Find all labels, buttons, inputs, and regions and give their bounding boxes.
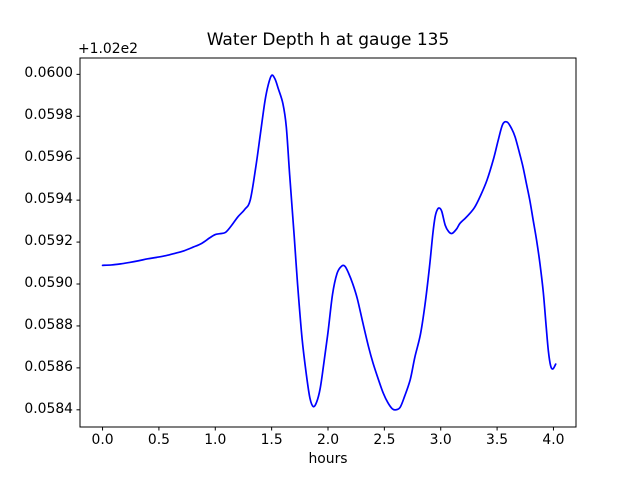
y-tick-label: 0.0594 xyxy=(24,191,73,208)
x-axis-label: hours xyxy=(308,451,348,467)
x-tick-label: 2.5 xyxy=(373,431,396,448)
y-tick-label: 0.0590 xyxy=(24,275,73,292)
y-tick-label: 0.0588 xyxy=(24,316,73,333)
axes-box xyxy=(79,57,577,428)
x-tick-label: 0.0 xyxy=(91,431,114,448)
y-tick-label: 0.0586 xyxy=(24,358,73,375)
x-tick-label: 3.5 xyxy=(486,431,509,448)
x-tick-label: 1.0 xyxy=(204,431,227,448)
y-tick-label: 0.0592 xyxy=(24,233,73,250)
x-tick-label: 3.0 xyxy=(429,431,452,448)
x-tick-label: 0.5 xyxy=(147,431,170,448)
chart-title: Water Depth h at gauge 135 xyxy=(206,30,450,50)
y-tick-label: 0.0600 xyxy=(24,65,73,82)
y-tick-label: 0.0596 xyxy=(24,149,73,166)
x-tick-label: 1.5 xyxy=(260,431,283,448)
x-tick-label: 2.0 xyxy=(316,431,340,448)
water-depth-line xyxy=(101,74,557,411)
x-tick-label: 4.0 xyxy=(542,431,565,448)
y-tick-label: 0.0598 xyxy=(24,107,73,124)
y-axis-offset-label: +1.02e2 xyxy=(78,41,138,57)
y-tick-label: 0.0584 xyxy=(24,400,73,417)
